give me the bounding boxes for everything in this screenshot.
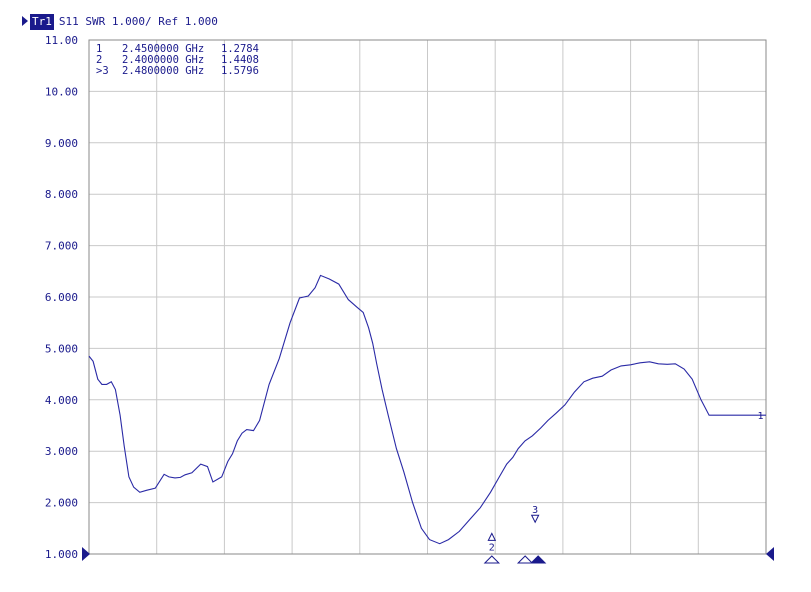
marker-1-label: 1 bbox=[758, 411, 764, 422]
marker-table-value: 1.2784 bbox=[221, 43, 259, 55]
marker-3-axis-indicator bbox=[529, 555, 547, 564]
y-tick-label: 10.00 bbox=[45, 85, 78, 98]
trace-line bbox=[88, 274, 766, 545]
trace-arrow-icon bbox=[22, 16, 28, 26]
y-tick-label: 5.000 bbox=[45, 342, 78, 355]
marker-2-triangle bbox=[487, 532, 497, 541]
marker-3-triangle bbox=[530, 514, 540, 524]
y-tick-label: 11.00 bbox=[45, 34, 78, 47]
plot-frame bbox=[88, 39, 767, 555]
trace-info: S11 SWR 1.000/ Ref 1.000 bbox=[58, 15, 218, 28]
marker-1-axis-indicator bbox=[516, 555, 534, 564]
y-tick-label: 4.000 bbox=[45, 394, 78, 407]
marker-table: 1 2.4500000 GHz 1.2784 2 2.4000000 GHz 1.440… bbox=[96, 43, 259, 77]
marker-table-id: 2 bbox=[96, 54, 102, 66]
marker-2-label: 2 bbox=[489, 542, 495, 553]
markers: 1 2 3 bbox=[487, 411, 764, 553]
marker-table-frequency: 2.4500000 GHz bbox=[122, 43, 204, 55]
reference-right-icon bbox=[766, 547, 774, 561]
marker-table-id: 1 bbox=[96, 43, 102, 55]
y-tick-label: 1.000 bbox=[45, 548, 78, 561]
grid bbox=[88, 39, 767, 555]
marker-table-id: >3 bbox=[96, 65, 109, 77]
y-tick-label: 6.000 bbox=[45, 291, 78, 304]
y-tick-label: 2.000 bbox=[45, 497, 78, 510]
reference-indicators bbox=[82, 547, 774, 564]
marker-table-value: 1.4408 bbox=[221, 54, 259, 66]
y-tick-label: 9.000 bbox=[45, 137, 78, 150]
trace-badge[interactable]: Tr1 bbox=[30, 14, 54, 30]
marker-table-value: 1.5796 bbox=[221, 65, 259, 77]
marker-3-label: 3 bbox=[532, 505, 538, 516]
y-tick-label: 8.000 bbox=[45, 188, 78, 201]
y-tick-label: 3.000 bbox=[45, 445, 78, 458]
marker-table-frequency: 2.4000000 GHz bbox=[122, 54, 204, 66]
marker-table-frequency: 2.4800000 GHz bbox=[122, 65, 204, 77]
marker-2-axis-indicator bbox=[483, 555, 501, 564]
reference-left-icon bbox=[82, 547, 90, 561]
trace-header: Tr1 S11 SWR 1.000/ Ref 1.000 bbox=[22, 14, 218, 30]
y-tick-label: 7.000 bbox=[45, 240, 78, 253]
y-axis: 11.00 10.00 9.000 8.000 7.000 6.000 5.000 4.000… bbox=[45, 34, 78, 561]
